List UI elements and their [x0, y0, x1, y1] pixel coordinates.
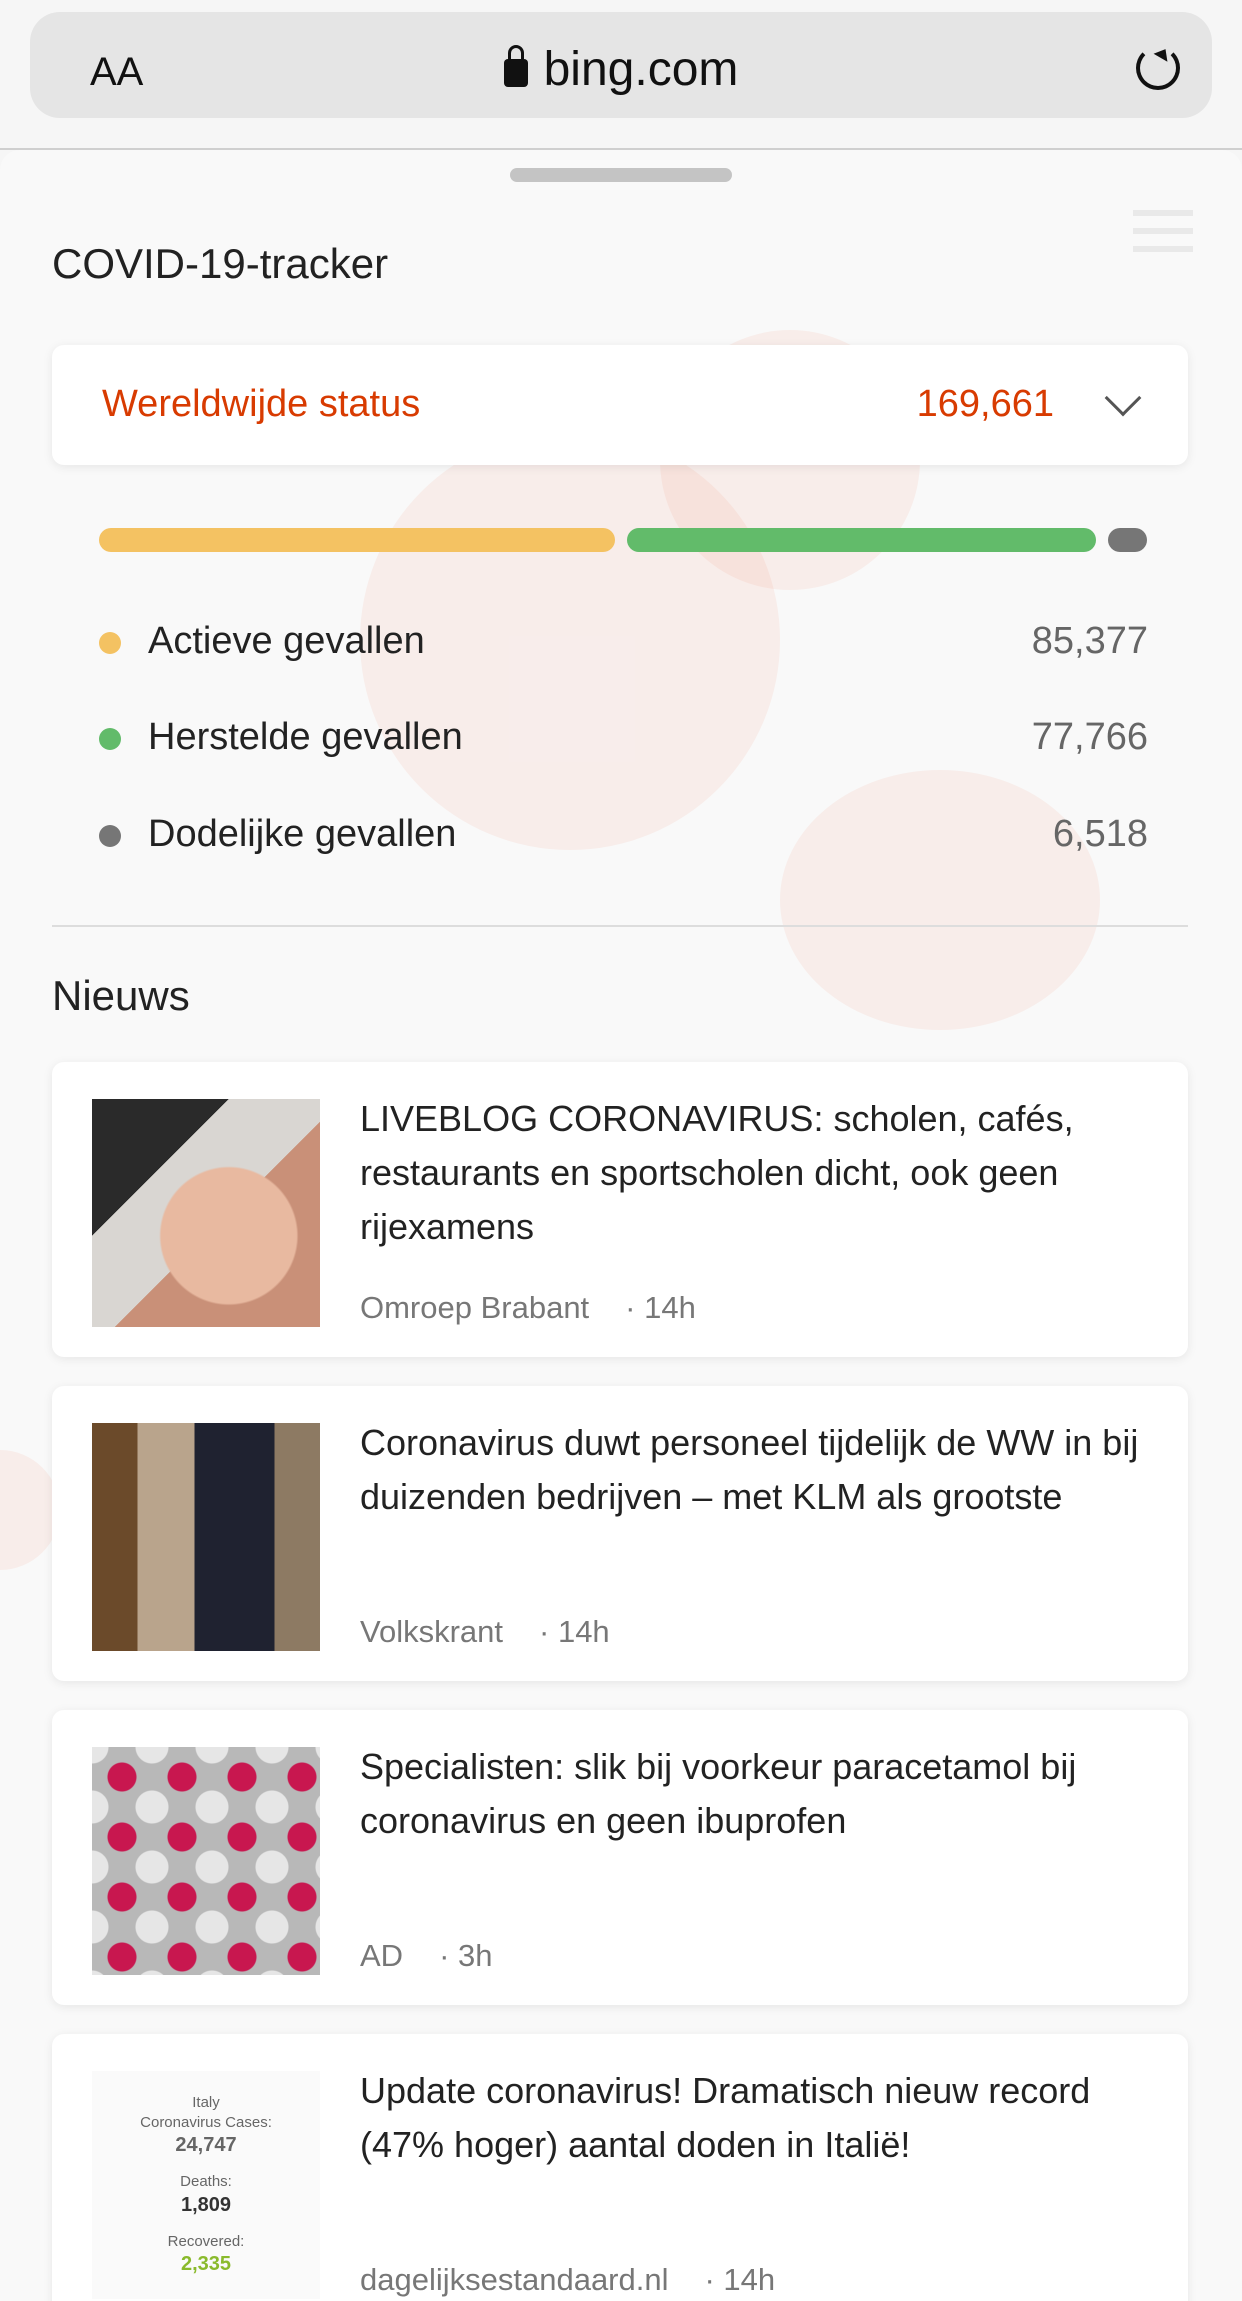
death-cases-row: Dodelijke gevallen 6,518 — [0, 803, 1242, 863]
news-title[interactable]: Update coronavirus! Dramatisch nieuw rec… — [360, 2070, 1091, 2165]
news-heading: Nieuws — [52, 972, 190, 1019]
news-time: · 14h — [704, 2262, 776, 2297]
news-card[interactable]: Italy Coronavirus Cases: 24,747 Deaths: … — [52, 2034, 1188, 2301]
hamburger-menu-icon[interactable] — [1133, 210, 1193, 264]
yellow-dot-icon — [99, 632, 121, 654]
row-value: 6,518 — [1052, 813, 1148, 855]
chevron-down-icon — [1104, 379, 1142, 417]
thumb-label: Recovered: — [167, 2232, 245, 2250]
url-text: bing.com — [543, 43, 739, 96]
thumb-label: Coronavirus Cases: — [140, 2113, 272, 2131]
news-card[interactable]: Specialisten: slik bij voorkeur paraceta… — [52, 1710, 1188, 2005]
row-label: Dodelijke gevallen — [148, 813, 457, 855]
browser-toolbar: AA bing.com — [0, 0, 1242, 150]
active-bar — [99, 528, 615, 552]
status-total: 169,661 — [916, 383, 1054, 425]
news-thumbnail: Italy Coronavirus Cases: 24,747 Deaths: … — [92, 2071, 320, 2299]
reload-icon[interactable] — [1136, 46, 1180, 90]
covid-tracker-sheet: COVID-19-tracker Wereldwijde status 169,… — [0, 150, 1242, 2301]
news-time: · 3h — [439, 1938, 493, 1973]
news-card[interactable]: LIVEBLOG CORONAVIRUS: scholen, cafés, re… — [52, 1062, 1188, 1357]
text-size-button[interactable]: AA — [90, 50, 144, 94]
worldwide-status-dropdown[interactable]: Wereldwijde status 169,661 — [52, 345, 1188, 465]
news-title[interactable]: Specialisten: slik bij voorkeur paraceta… — [360, 1746, 1077, 1841]
thumb-value: 24,747 — [175, 2134, 237, 2156]
news-thumbnail — [92, 1423, 320, 1651]
row-value: 85,377 — [1031, 620, 1148, 662]
status-label: Wereldwijde status — [102, 383, 421, 425]
recovered-cases-row: Herstelde gevallen 77,766 — [0, 706, 1242, 766]
green-dot-icon — [99, 728, 121, 750]
deaths-bar — [1108, 528, 1147, 552]
page-title: COVID-19-tracker — [52, 240, 389, 287]
sheet-drag-handle[interactable] — [510, 168, 732, 182]
divider — [52, 925, 1188, 927]
news-time: · 14h — [539, 1614, 610, 1649]
gray-dot-icon — [99, 825, 121, 847]
news-source: Volkskrant — [360, 1614, 504, 1649]
news-time: · 14h — [625, 1290, 696, 1325]
lock-icon — [503, 45, 528, 87]
news-title[interactable]: Coronavirus duwt personeel tijdelijk de … — [360, 1422, 1139, 1517]
address-bar[interactable]: AA bing.com — [30, 12, 1212, 118]
recovered-bar — [626, 528, 1096, 552]
thumb-label: Deaths: — [180, 2173, 232, 2190]
thumb-country: Italy — [192, 2094, 220, 2111]
thumb-value: 2,335 — [180, 2253, 232, 2275]
news-thumbnail — [92, 1747, 320, 1975]
url-display[interactable]: bing.com — [30, 42, 1212, 97]
news-card[interactable]: Coronavirus duwt personeel tijdelijk de … — [52, 1386, 1188, 1681]
news-source: AD — [360, 1938, 404, 1973]
row-value: 77,766 — [1031, 716, 1148, 758]
active-cases-row: Actieve gevallen 85,377 — [0, 610, 1242, 670]
news-source: dagelijksestandaard.nl — [360, 2262, 669, 2297]
thumb-value: 1,809 — [180, 2193, 232, 2216]
map-blob — [360, 430, 780, 850]
map-blob — [0, 1450, 60, 1570]
row-label: Herstelde gevallen — [148, 716, 463, 758]
map-blob — [780, 770, 1100, 1030]
news-thumbnail — [92, 1099, 320, 1327]
news-title[interactable]: LIVEBLOG CORONAVIRUS: scholen, cafés, re… — [360, 1098, 1074, 1247]
row-label: Actieve gevallen — [148, 620, 425, 662]
news-source: Omroep Brabant — [360, 1290, 590, 1325]
